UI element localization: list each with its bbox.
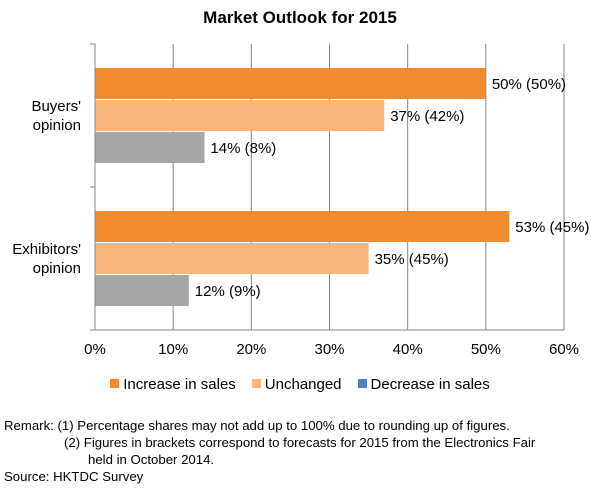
x-tick-label: 50% bbox=[471, 341, 501, 358]
x-tick-label: 60% bbox=[549, 341, 579, 358]
data-label: 50% (50%) bbox=[492, 76, 566, 93]
legend-label: Unchanged bbox=[264, 376, 342, 393]
source-note: Source: HKTDC Survey bbox=[4, 469, 144, 484]
data-label: 12% (9%) bbox=[195, 283, 261, 300]
legend-item: Increase in sales bbox=[110, 376, 236, 393]
legend-label: Increase in sales bbox=[123, 376, 236, 393]
bar bbox=[95, 211, 510, 242]
legend-label: Decrease in sales bbox=[370, 376, 490, 393]
x-tick-label: 40% bbox=[393, 341, 423, 358]
bar bbox=[95, 243, 369, 274]
x-tick-label: 10% bbox=[158, 341, 188, 358]
legend-swatch bbox=[251, 379, 261, 388]
bars bbox=[95, 68, 510, 306]
bar bbox=[95, 68, 486, 99]
category-label: opinion bbox=[33, 117, 81, 134]
bar bbox=[95, 100, 385, 131]
chart-title: Market Outlook for 2015 bbox=[203, 8, 397, 27]
data-label: 14% (8%) bbox=[210, 140, 276, 157]
axes: 0% 10% 20% 30% 40% 50% 60% Buyers' opinion Exhibi… bbox=[12, 43, 579, 358]
legend-swatch bbox=[357, 379, 367, 388]
legend-swatch bbox=[110, 379, 120, 388]
bar-chart: 0% 10% 20% 30% 40% 50% 60% Buyers' opinion Exhibi… bbox=[12, 43, 590, 358]
category-label: Exhibitors' bbox=[12, 241, 81, 258]
notes: Remark: (1) Percentage shares may not ad… bbox=[4, 417, 535, 485]
data-label: 37% (42%) bbox=[390, 108, 464, 125]
remark-1: Remark: (1) Percentage shares may not ad… bbox=[4, 418, 510, 433]
x-tick-label: 20% bbox=[236, 341, 266, 358]
legend-item: Decrease in sales bbox=[357, 376, 490, 393]
bar bbox=[95, 275, 189, 306]
category-label: Buyers' bbox=[31, 98, 81, 115]
legend: Increase in sales Unchanged Decrease in sa… bbox=[0, 376, 600, 393]
bar bbox=[95, 132, 205, 163]
data-label: 53% (45%) bbox=[515, 219, 589, 236]
data-labels: 50% (50%) 37% (42%) 14% (8%) 53% (45%) 35% (… bbox=[195, 76, 590, 300]
remark-2-continued: held in October 2014. bbox=[88, 452, 215, 467]
x-tick-label: 0% bbox=[84, 341, 106, 358]
category-label: opinion bbox=[33, 260, 81, 277]
legend-item: Unchanged bbox=[251, 376, 342, 393]
data-label: 35% (45%) bbox=[375, 251, 449, 268]
x-tick-label: 30% bbox=[314, 341, 344, 358]
remark-2: (2) Figures in brackets correspond to fo… bbox=[64, 435, 536, 450]
